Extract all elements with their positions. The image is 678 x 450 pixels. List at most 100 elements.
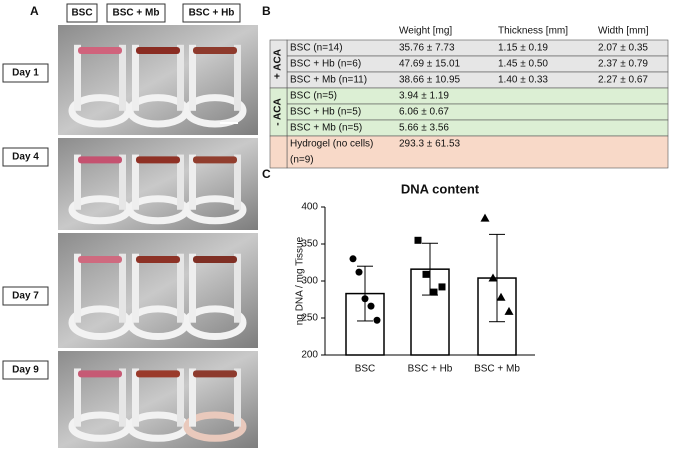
day-label-box	[2, 147, 49, 167]
data-point	[496, 292, 506, 301]
group-label: - ACA	[273, 98, 284, 125]
scaffold-post	[189, 253, 196, 323]
y-tick-label: 400	[301, 202, 318, 213]
table-cell: 2.37 ± 0.79	[598, 59, 648, 70]
table-cell: 1.45 ± 0.50	[498, 59, 548, 70]
data-point	[373, 316, 381, 324]
tissue	[78, 370, 122, 378]
scaffold-post	[234, 154, 241, 210]
panel-label: B	[262, 4, 271, 18]
data-point	[430, 288, 438, 296]
table-cell: 2.27 ± 0.67	[598, 75, 648, 86]
data-point	[422, 270, 430, 278]
scaffold-post	[119, 368, 126, 427]
chart-title: DNA content	[401, 181, 480, 196]
table-cell: 38.66 ± 10.95	[399, 75, 461, 86]
column-header: Width [mm]	[598, 26, 649, 37]
data-point	[438, 283, 446, 291]
tissue	[136, 370, 180, 378]
scaffold-post	[74, 44, 81, 111]
scaffold-post	[132, 154, 139, 210]
table-cell: 293.3 ± 61.53	[399, 139, 461, 150]
table-row	[286, 87, 669, 105]
x-tick-label: BSC	[355, 364, 376, 375]
tissue	[136, 256, 180, 263]
group-cell	[269, 135, 288, 169]
photo	[58, 138, 258, 230]
data-point	[488, 273, 498, 282]
scaffold-post	[119, 154, 126, 210]
data-point	[480, 213, 490, 222]
tissue	[78, 156, 122, 164]
x-tick-label: BSC + Mb	[474, 364, 520, 375]
scaffold-post	[74, 253, 81, 323]
column-header-box	[106, 3, 166, 23]
scaffold-post	[189, 44, 196, 111]
data-point	[504, 306, 514, 315]
table-cell: 3.94 ± 1.19	[399, 91, 449, 102]
column-header: BSC + Hb	[189, 8, 235, 19]
scaffold-post	[177, 44, 184, 111]
data-point	[414, 236, 422, 244]
day-label-box	[2, 286, 49, 306]
photo	[58, 351, 258, 448]
data-point	[349, 255, 357, 263]
scaffold-post	[119, 44, 126, 111]
photo	[58, 25, 258, 135]
table-row	[286, 135, 669, 169]
tissue	[78, 256, 122, 263]
column-header-box	[182, 3, 241, 23]
y-tick-label: 350	[301, 239, 318, 250]
scaffold-post	[74, 368, 81, 427]
table-cell: 1.15 ± 0.19	[498, 43, 548, 54]
scaffold-post	[132, 368, 139, 427]
column-header: BSC	[71, 8, 92, 19]
tissue	[136, 156, 180, 164]
table-cell: 5.66 ± 3.56	[399, 123, 449, 134]
row-label: Hydrogel (no cells)	[290, 139, 373, 150]
scaffold-post	[132, 44, 139, 111]
scaffold-post	[189, 368, 196, 427]
data-point	[361, 295, 369, 303]
scaffold-post	[74, 154, 81, 210]
column-header: Thickness [mm]	[498, 26, 568, 37]
day-label: Day 1	[12, 68, 39, 79]
day-label: Day 7	[12, 291, 39, 302]
day-label: Day 4	[12, 152, 39, 163]
row-label: BSC (n=5)	[290, 91, 337, 102]
scaffold-post	[234, 44, 241, 111]
tissue	[193, 47, 237, 54]
panel-label: C	[262, 167, 271, 181]
row-label: BSC + Hb (n=5)	[290, 107, 361, 118]
row-label: BSC (n=14)	[290, 43, 343, 54]
row-label: BSC + Mb (n=5)	[290, 123, 362, 134]
y-tick-label: 200	[301, 350, 318, 361]
column-header-box	[66, 3, 98, 23]
data-point	[355, 268, 363, 276]
panel-label: A	[30, 4, 39, 18]
row-label: (n=9)	[290, 155, 314, 166]
row-label: BSC + Hb (n=6)	[290, 59, 361, 70]
scaffold-post	[177, 368, 184, 427]
scaffold-post	[189, 154, 196, 210]
table-cell: 1.40 ± 0.33	[498, 75, 548, 86]
y-tick-label: 250	[301, 313, 318, 324]
data-point	[367, 302, 375, 310]
y-tick-label: 300	[301, 276, 318, 287]
tissue	[193, 370, 237, 378]
scaffold-post	[132, 253, 139, 323]
scaffold-post	[177, 253, 184, 323]
row-label: BSC + Mb (n=11)	[290, 75, 367, 86]
column-header: Weight [mg]	[399, 26, 452, 37]
scaffold-post	[177, 154, 184, 210]
scaffold-ring	[183, 305, 247, 341]
scaffold-ring	[183, 195, 247, 225]
table-cell: 47.69 ± 15.01	[399, 59, 461, 70]
day-label-box	[2, 63, 49, 83]
photo	[58, 233, 258, 348]
table-cell: 6.06 ± 0.67	[399, 107, 449, 118]
table-cell: 35.76 ± 7.73	[399, 43, 455, 54]
y-axis-label: ng DNA / mg Tissue	[295, 236, 306, 325]
scaffold-post	[234, 253, 241, 323]
